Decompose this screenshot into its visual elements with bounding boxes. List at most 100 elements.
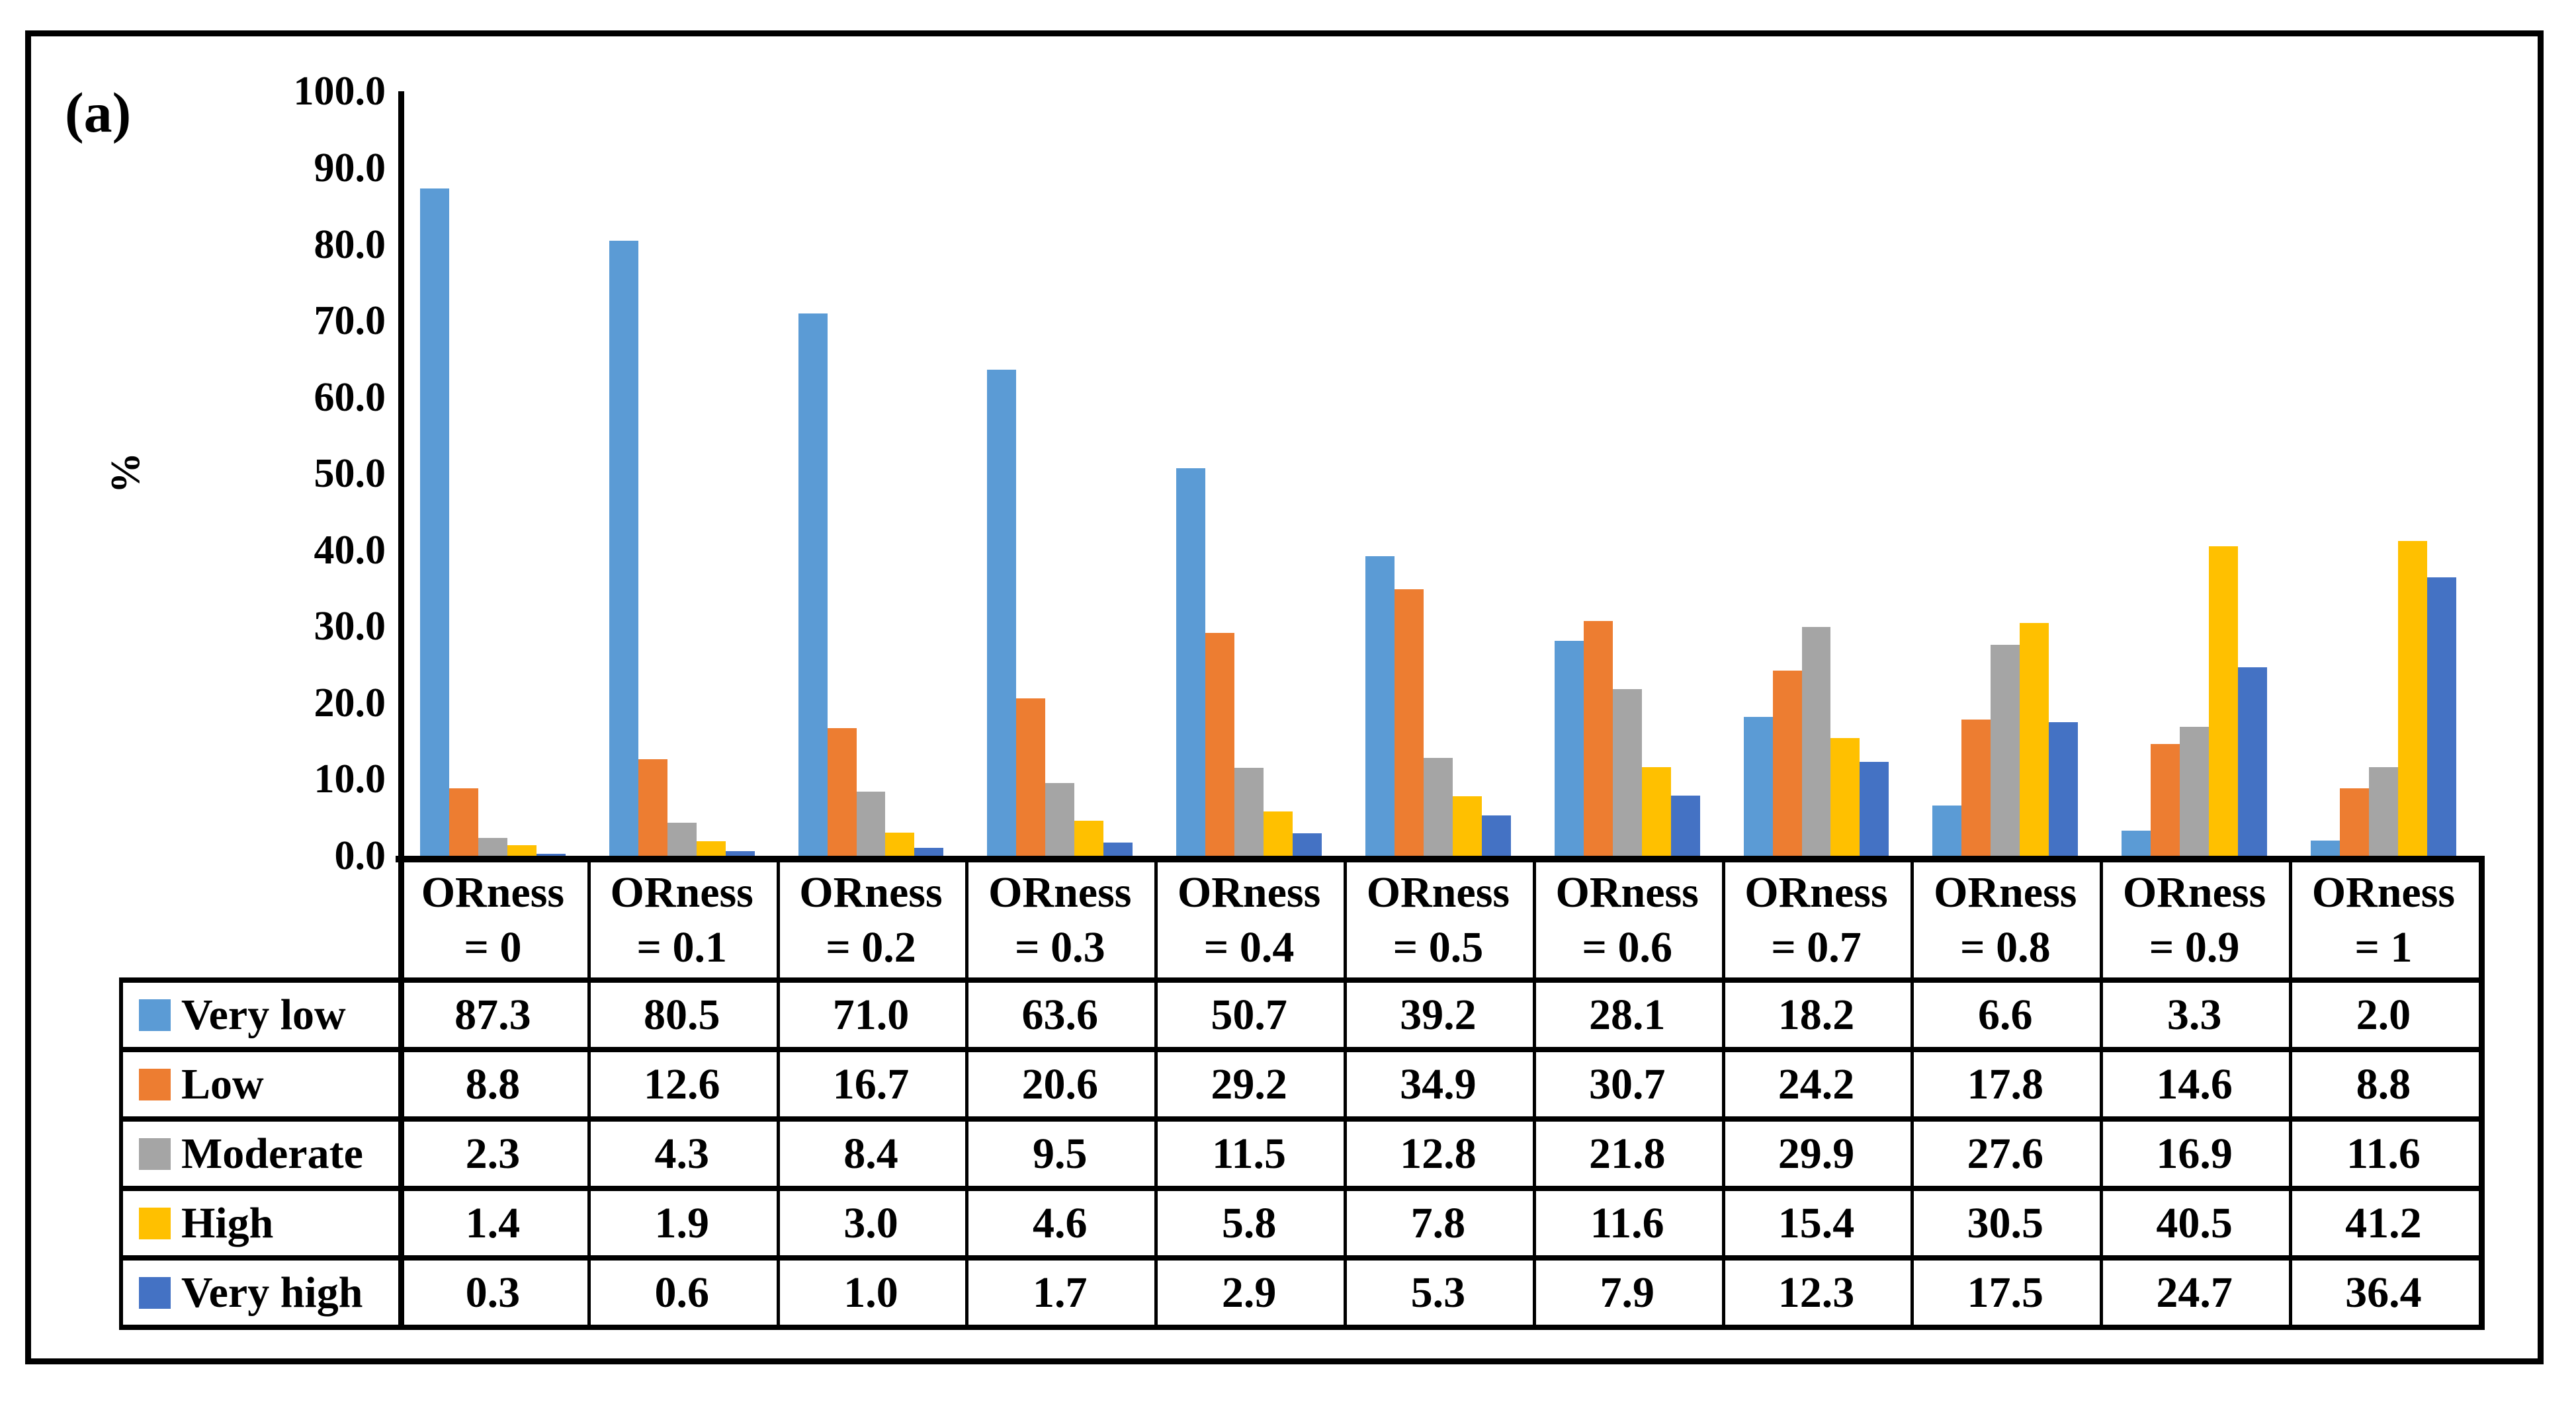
table-vertical-border (1344, 856, 1347, 1330)
table-header-line1: ORness (2122, 868, 2266, 917)
table-vertical-border (2100, 856, 2104, 1330)
y-tick-label: 90.0 (314, 145, 386, 190)
table-horizontal-border (119, 1047, 2485, 1052)
bar-high (1641, 766, 1671, 856)
table-value-cell: 24.7 (2156, 1268, 2233, 1317)
bar-low (827, 728, 857, 856)
table-value-cell: 29.9 (1778, 1129, 1855, 1178)
bar-moderate (2180, 726, 2210, 856)
bar-high (507, 845, 537, 856)
table-vertical-border (776, 856, 780, 1330)
table-header-line1: ORness (988, 868, 1132, 917)
table-value-cell: 27.6 (1967, 1129, 2044, 1178)
table-value-cell: 1.4 (465, 1198, 521, 1247)
table-vertical-border (587, 856, 591, 1330)
bar-high (696, 841, 726, 856)
table-value-cell: 7.8 (1410, 1198, 1466, 1247)
bar-moderate (1991, 645, 2020, 856)
table-value-cell: 2.3 (465, 1129, 521, 1178)
y-tick-label: 10.0 (314, 757, 386, 802)
table-header-line2: = 0 (464, 923, 522, 972)
bar-very-high (725, 851, 755, 856)
table-header-cell: ORness = 0.4 (1154, 862, 1344, 977)
bar-low (449, 788, 478, 856)
bar-high (2209, 546, 2239, 856)
bar-low (1016, 698, 1046, 856)
legend-cell: Very low (123, 983, 398, 1047)
table-header-line2: = 0.3 (1014, 923, 1105, 972)
table-value-cell: 2.9 (1221, 1268, 1277, 1317)
bar-moderate (1801, 627, 1831, 856)
bar-very-low (1932, 805, 1962, 856)
bar-low (1583, 621, 1613, 856)
table-value-cell: 11.6 (2346, 1129, 2421, 1178)
table-value-cell: 1.7 (1033, 1268, 1088, 1317)
legend-left-border (119, 977, 123, 1330)
table-value-cell: 0.6 (654, 1268, 709, 1317)
table-vertical-border (1721, 856, 1725, 1330)
legend-cell: High (123, 1191, 398, 1255)
bar-very-low (987, 370, 1017, 856)
legend-cell: Low (123, 1052, 398, 1116)
table-value-cell: 8.8 (2356, 1059, 2411, 1108)
table-value-cell: 9.5 (1033, 1129, 1088, 1178)
bar-moderate (1234, 768, 1264, 856)
table-header-line1: ORness (2311, 868, 2456, 917)
table-value-cell: 8.8 (465, 1059, 521, 1108)
table-header-line1: ORness (1555, 868, 1699, 917)
table-header-line2: = 0.4 (1203, 923, 1295, 972)
figure-border (25, 30, 2544, 1364)
table-value-cell: 17.5 (1967, 1268, 2044, 1317)
table-header-cell: ORness = 0.2 (777, 862, 966, 977)
table-value-cell: 2.0 (2356, 990, 2411, 1039)
table-header-line2: = 0.2 (826, 923, 916, 972)
bar-very-high (2426, 577, 2456, 856)
table-header-cell: ORness = 0.3 (965, 862, 1154, 977)
table-header-cell: ORness = 0.1 (587, 862, 777, 977)
bar-very-low (609, 240, 638, 856)
table-value-cell: 12.8 (1400, 1129, 1477, 1178)
bar-low (1961, 720, 1991, 856)
table-horizontal-border (119, 1325, 2485, 1330)
table-value-cell: 29.2 (1211, 1059, 1287, 1108)
table-value-cell: 17.8 (1967, 1059, 2044, 1108)
table-right-border (2479, 856, 2485, 1330)
table-header-line2: = 0.1 (636, 923, 727, 972)
bar-high (1264, 811, 1293, 856)
bar-very-high (1103, 843, 1133, 856)
table-value-cell: 15.4 (1778, 1198, 1855, 1247)
table-value-cell: 34.9 (1400, 1059, 1477, 1108)
table-value-cell: 50.7 (1211, 990, 1287, 1039)
bar-moderate (2368, 766, 2398, 856)
legend-label: Very low (181, 990, 346, 1039)
table-header-line1: ORness (421, 868, 565, 917)
table-header-line1: ORness (1177, 868, 1321, 917)
table-value-cell: 5.8 (1221, 1198, 1277, 1247)
legend-label: Moderate (181, 1129, 363, 1178)
table-header-cell: ORness = 0.6 (1533, 862, 1722, 977)
table-value-cell: 5.3 (1410, 1268, 1466, 1317)
legend-cell: Moderate (123, 1122, 398, 1186)
bar-low (1205, 632, 1235, 856)
bar-high (885, 833, 915, 856)
table-header-line2: = 1 (2354, 923, 2413, 972)
bar-very-high (1481, 815, 1511, 856)
table-header-cell: ORness = 1 (2289, 862, 2478, 977)
table-value-cell: 21.8 (1588, 1129, 1666, 1178)
bar-very-low (419, 188, 449, 856)
bar-moderate (1045, 783, 1075, 856)
panel-label: (a) (65, 81, 132, 144)
table-header-cell: ORness = 0.7 (1722, 862, 1911, 977)
table-value-cell: 87.3 (454, 990, 531, 1039)
bar-low (2151, 744, 2180, 856)
table-value-cell: 41.2 (2345, 1198, 2422, 1247)
table-value-cell: 1.0 (843, 1268, 898, 1317)
table-value-cell: 71.0 (832, 990, 910, 1039)
table-vertical-border (2289, 856, 2292, 1330)
table-horizontal-border (119, 1255, 2485, 1261)
table-header-line2: = 0.9 (2149, 923, 2240, 972)
table-horizontal-border (119, 977, 2485, 983)
legend-label: Low (181, 1059, 264, 1108)
bar-very-low (1176, 468, 1206, 856)
